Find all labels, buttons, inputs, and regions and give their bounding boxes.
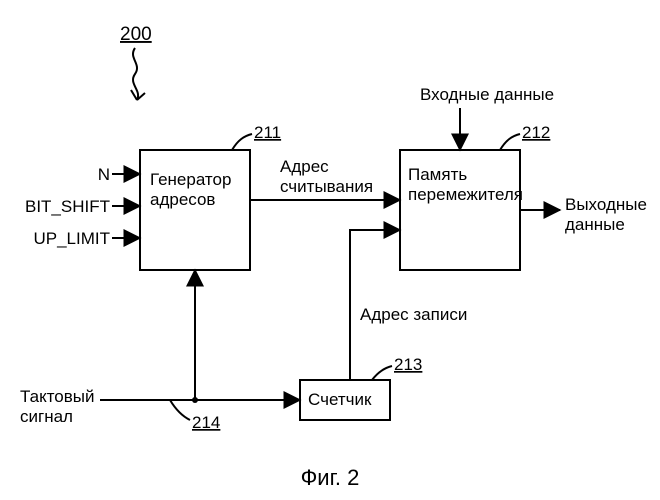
label-read-address-2: считывания [280, 177, 373, 196]
block-memory-label-1: Память [408, 165, 467, 184]
ref-212: 212 [522, 123, 550, 142]
block-diagram: 200 Генератор адресов 211 Память перемеж… [0, 0, 660, 500]
ref-213: 213 [394, 355, 422, 374]
label-output-data-1: Выходные [565, 195, 647, 214]
block-address-generator [140, 150, 250, 270]
figure-caption: Фиг. 2 [301, 465, 360, 490]
figure-ref: 200 [120, 24, 152, 45]
input-n-label: N [98, 165, 110, 184]
ref-213-leader [372, 366, 392, 380]
label-output-data-2: данные [565, 215, 625, 234]
block-address-generator-label-2: адресов [150, 190, 215, 209]
label-read-address-1: Адрес [280, 157, 329, 176]
label-input-data: Входные данные [420, 85, 554, 104]
ref-214-leader [170, 400, 190, 420]
block-address-generator-label-1: Генератор [150, 170, 231, 189]
ref-212-leader [500, 134, 520, 150]
ref-211: 211 [254, 123, 281, 142]
wire-clock-junction [192, 397, 198, 403]
label-clock-1: Тактовый [20, 387, 95, 406]
block-memory-label-2: перемежителя [408, 185, 523, 204]
ref-211-leader [232, 134, 252, 150]
label-clock-2: сигнал [20, 407, 73, 426]
input-bitshift-label: BIT_SHIFT [25, 197, 110, 216]
block-counter-label: Счетчик [308, 390, 372, 409]
ref-214: 214 [192, 413, 220, 432]
input-uplimit-label: UP_LIMIT [33, 229, 110, 248]
label-write-address: Адрес записи [360, 305, 467, 324]
figure-ref-squiggle [133, 48, 138, 100]
